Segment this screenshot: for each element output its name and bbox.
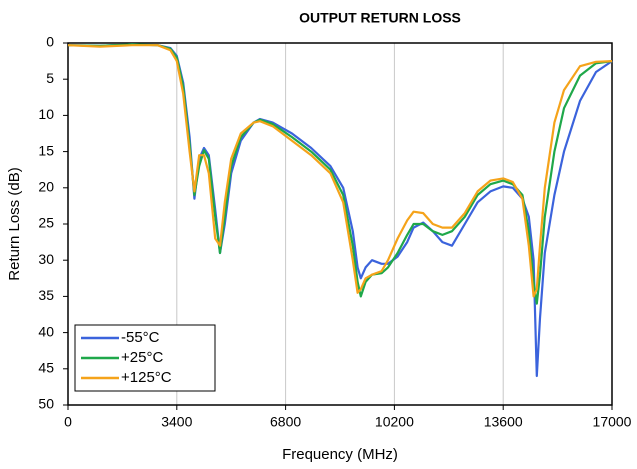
y-tick-label: 20 <box>38 179 54 195</box>
y-tick-label: 50 <box>38 396 54 412</box>
plot-frame <box>67 42 613 406</box>
y-tick-label: 45 <box>38 360 54 376</box>
x-tick-label: 13600 <box>484 414 523 430</box>
y-tick-label: 5 <box>46 70 54 86</box>
series-line <box>67 44 613 298</box>
y-axis-label: Return Loss (dB) <box>6 167 23 280</box>
x-tick-label: 6800 <box>270 414 301 430</box>
x-tick-label: 3400 <box>161 414 192 430</box>
x-tick-label: 17000 <box>593 414 632 430</box>
x-tick-label: 0 <box>64 414 72 430</box>
y-tick-label: 0 <box>46 34 54 50</box>
y-tick-label: 40 <box>38 323 54 339</box>
chart-title: OUTPUT RETURN LOSS <box>299 10 461 26</box>
legend-label: +25°C <box>121 349 163 366</box>
y-tick-label: 30 <box>38 251 54 267</box>
legend-label: -55°C <box>121 329 160 346</box>
y-tick-label: 35 <box>38 287 54 303</box>
x-tick-label: 10200 <box>375 414 414 430</box>
legend-label: +125°C <box>121 369 172 386</box>
y-tick-label: 15 <box>38 142 54 158</box>
series-line <box>67 43 613 305</box>
y-tick-label: 25 <box>38 215 54 231</box>
y-tick-label: 10 <box>38 106 54 122</box>
x-axis-label: Frequency (MHz) <box>282 446 398 463</box>
